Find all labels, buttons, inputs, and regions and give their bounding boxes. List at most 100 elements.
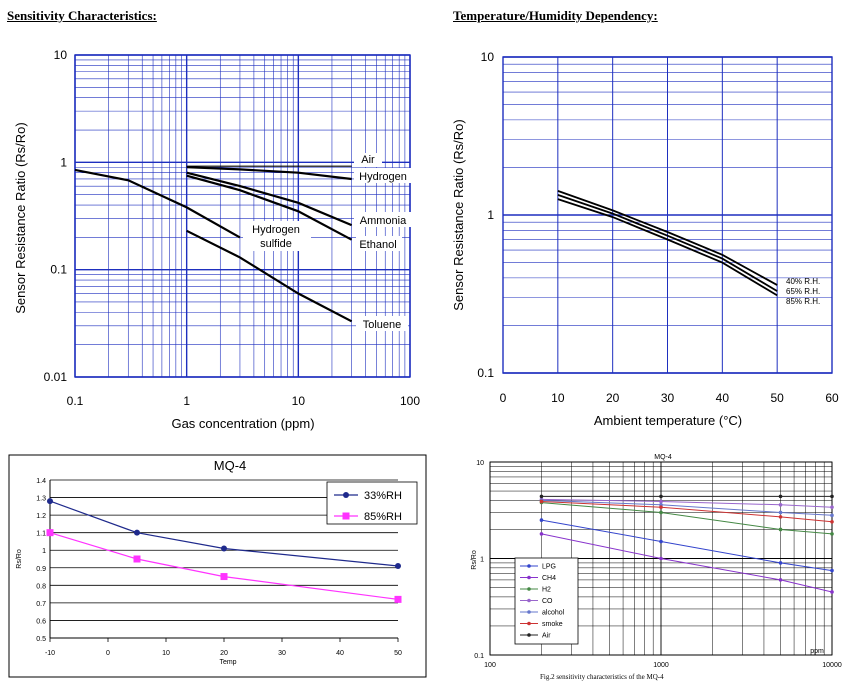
data-point xyxy=(830,513,834,518)
legend-marker xyxy=(527,610,531,614)
x-tick-label: 50 xyxy=(394,650,402,657)
series-line-2 xyxy=(557,198,778,297)
x-tick-label: 10 xyxy=(551,391,565,405)
y-tick-label: 0.7 xyxy=(36,601,46,608)
legend-marker xyxy=(527,633,531,637)
data-point xyxy=(778,503,783,507)
data-point xyxy=(830,494,834,499)
y-tick-label: 1 xyxy=(42,548,46,555)
series-line-5 xyxy=(541,501,833,523)
y-tick-label: 0.1 xyxy=(50,263,67,277)
x-tick-label: 20 xyxy=(606,391,620,405)
legend-label-1: 85%RH xyxy=(364,511,402,523)
legend-marker xyxy=(527,575,531,580)
data-point xyxy=(539,494,544,499)
y-tick-label: 10 xyxy=(54,48,68,62)
chart-title: MQ-4 xyxy=(654,454,672,461)
legend-label-0: LPG xyxy=(542,564,556,571)
series-line-0 xyxy=(49,500,399,567)
data-point xyxy=(778,510,783,515)
label-bg xyxy=(354,212,412,227)
x-axis-label: Gas concentration (ppm) xyxy=(171,416,314,431)
legend-label-4: alcohol xyxy=(542,610,565,617)
data-point xyxy=(830,568,834,573)
data-point xyxy=(47,498,53,505)
series-line-1 xyxy=(557,194,778,292)
legend-box xyxy=(326,481,418,525)
y-axis-label: Rs/Ro xyxy=(471,550,478,570)
x-tick-label: -10 xyxy=(45,650,55,657)
label-toluene: Toluene xyxy=(363,319,402,331)
series-line-4 xyxy=(541,499,833,516)
x-tick-label: 50 xyxy=(770,391,784,405)
data-point xyxy=(221,545,227,552)
data-point xyxy=(46,529,54,537)
data-point xyxy=(830,520,834,524)
x-tick-label: 1 xyxy=(183,394,190,408)
label-bg xyxy=(354,168,412,183)
y-tick-label: 0.1 xyxy=(474,653,484,660)
data-point xyxy=(830,532,834,536)
y-tick-label: 10 xyxy=(476,460,484,467)
data-point xyxy=(133,555,141,563)
legend-marker xyxy=(527,598,531,603)
figure-caption: Fig.2 sensitivity characteristics of the… xyxy=(540,673,664,681)
series-line-0 xyxy=(541,519,833,572)
legend-label-5: smoke xyxy=(542,621,563,628)
series-line-0 xyxy=(557,190,778,286)
data-point xyxy=(659,494,663,499)
label-bg xyxy=(356,236,402,251)
data-point xyxy=(659,510,663,515)
legend-label-6: Air xyxy=(542,633,551,640)
label-bg xyxy=(354,153,382,167)
x-tick-label: 20 xyxy=(220,650,228,657)
y-tick-label: 1.3 xyxy=(36,496,46,503)
sensitivity-chart: 0.1 1 10 100 10 1 0.1 0.01 Gas concentration (pp… xyxy=(13,48,420,431)
data-point xyxy=(539,499,544,504)
legend-marker xyxy=(527,587,531,591)
y-tick-label: 1 xyxy=(487,208,494,222)
y-tick-label: 0.9 xyxy=(36,566,46,573)
data-point xyxy=(778,494,783,499)
label-hydrogen-sulfide-2: sulfide xyxy=(260,238,292,250)
data-point xyxy=(778,527,783,532)
data-point xyxy=(539,532,544,536)
y-tick-label: 1.1 xyxy=(36,531,46,538)
x-tick-label: 100 xyxy=(400,394,420,408)
data-point xyxy=(394,595,402,603)
legend-marker xyxy=(343,492,349,498)
y-tick-label: 0.01 xyxy=(44,370,68,384)
mq4-sensitivity-chart: MQ-4 ppm Rs/Ro 100 1000 10000 10 1 0.1 LPG CH4 H2 CO… xyxy=(471,454,842,669)
series-line-3 xyxy=(186,174,353,241)
data-point xyxy=(134,529,140,536)
x-tick-label: 10 xyxy=(292,394,306,408)
data-point xyxy=(659,556,663,561)
x-tick-label: 40 xyxy=(716,391,730,405)
series-line-2 xyxy=(186,171,353,227)
x-tick-label: 60 xyxy=(825,391,839,405)
x-tick-label: 40 xyxy=(336,650,344,657)
mq4-humidity-chart: 1.4 1.3 1.2 1.1 1 0.9 0.8 0.7 0.6 0.5 -10 0 10 20 30 40… xyxy=(8,454,427,678)
legend-label-0: 33%RH xyxy=(364,490,402,502)
data-point xyxy=(659,539,663,544)
plot-frame xyxy=(489,461,833,656)
series-line-5 xyxy=(186,229,353,323)
legend-marker xyxy=(527,564,531,568)
series-line-4 xyxy=(74,168,241,239)
chart-title: MQ-4 xyxy=(214,458,247,473)
series-label-1: 65% R.H. xyxy=(786,287,820,296)
y-tick-label: 0.5 xyxy=(36,636,46,643)
temperature-humidity-title: Temperature/Humidity Dependency: xyxy=(453,8,658,23)
x-tick-label: 0 xyxy=(500,391,507,405)
x-tick-label: 1000 xyxy=(653,662,669,669)
series-label-2: 85% R.H. xyxy=(786,297,820,306)
legend-label-3: CO xyxy=(542,598,553,605)
series-line-1 xyxy=(49,532,399,600)
data-point xyxy=(539,518,544,522)
legend-marker xyxy=(527,621,531,626)
label-ethanol: Ethanol xyxy=(359,239,396,251)
y-tick-label: 1.4 xyxy=(36,478,46,485)
legend-label-1: CH4 xyxy=(542,575,556,582)
y-axis-label: Rs/Ro xyxy=(16,549,23,569)
